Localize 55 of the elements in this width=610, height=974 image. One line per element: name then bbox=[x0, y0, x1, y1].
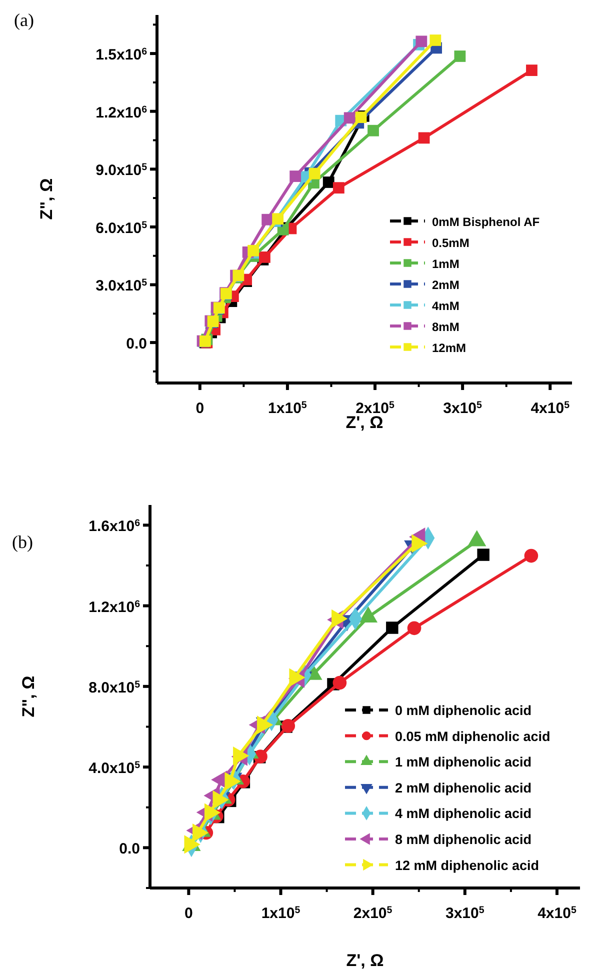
legend-label: 12mM bbox=[432, 341, 466, 355]
x-axis-title: Z', Ω bbox=[346, 951, 384, 970]
y-tick-label: 1.2x10$^{6}$ bbox=[96, 104, 148, 122]
legend-label: 2 mM diphenolic acid bbox=[395, 780, 532, 796]
x-tick-label: 1x10$^{5}$ bbox=[261, 904, 301, 922]
y-axis-title: Z", Ω bbox=[19, 676, 38, 718]
point bbox=[416, 36, 428, 48]
x-tick-label: 3x10$^{5}$ bbox=[443, 400, 483, 417]
legend-label: 0 mM diphenolic acid bbox=[395, 703, 532, 718]
point bbox=[258, 251, 270, 263]
point bbox=[290, 170, 302, 182]
y-tick-label: 0.0 bbox=[119, 840, 140, 858]
x-tick-label: 1x10$^{5}$ bbox=[268, 400, 308, 417]
y-tick-label: 9.0x10$^{5}$ bbox=[96, 162, 148, 180]
y-tick-label: 0.0 bbox=[126, 336, 147, 353]
x-tick-label: 0 bbox=[184, 905, 193, 922]
point bbox=[526, 64, 538, 76]
y-tick-label: 1.5x10$^{6}$ bbox=[96, 46, 148, 64]
x-tick-label: 4x10$^{5}$ bbox=[538, 904, 577, 922]
y-axis-title: Z", Ω bbox=[37, 178, 56, 220]
point bbox=[355, 112, 367, 124]
point bbox=[248, 244, 260, 256]
legend-label: 2mM bbox=[432, 278, 460, 292]
y-tick-label: 1.2x10$^{6}$ bbox=[88, 598, 141, 616]
y-tick-label: 8.0x10$^{5}$ bbox=[88, 678, 141, 696]
x-tick-label: 3x10$^{5}$ bbox=[445, 904, 485, 922]
legend-label: 0.05 mM diphenolic acid bbox=[395, 728, 550, 744]
point bbox=[344, 112, 356, 124]
legend-label: 1mM bbox=[432, 257, 460, 271]
legend-label: 8mM bbox=[432, 320, 460, 334]
legend-label: 1 mM diphenolic acid bbox=[395, 754, 532, 770]
x-tick-label: 4x10$^{5}$ bbox=[530, 400, 570, 417]
y-tick-label: 1.6x10$^{6}$ bbox=[88, 518, 141, 536]
x-tick-label: 2x10$^{5}$ bbox=[353, 904, 393, 922]
point bbox=[277, 224, 289, 236]
legend-label: 4mM bbox=[432, 299, 460, 313]
y-tick-label: 6.0x10$^{5}$ bbox=[96, 219, 148, 237]
point bbox=[262, 214, 274, 226]
legend-label: 0.5mM bbox=[432, 236, 470, 250]
text: (b) bbox=[12, 532, 33, 552]
point bbox=[322, 176, 334, 188]
y-tick-label: 3.0x10$^{5}$ bbox=[96, 277, 148, 295]
legend-label: 4 mM diphenolic acid bbox=[395, 806, 532, 822]
y-tick-label: 4.0x10$^{5}$ bbox=[88, 760, 141, 778]
point bbox=[332, 182, 344, 194]
x-tick-label: 0 bbox=[196, 400, 204, 417]
legend-label: 12 mM diphenolic acid bbox=[395, 858, 540, 873]
point bbox=[368, 124, 379, 136]
point bbox=[418, 132, 430, 144]
chart-title: (a) bbox=[14, 10, 34, 30]
point bbox=[430, 34, 442, 46]
legend-label: 8 mM diphenolic acid bbox=[395, 832, 532, 847]
point bbox=[454, 50, 466, 62]
legend-label: 0mM Bisphenol AF bbox=[432, 215, 540, 229]
point bbox=[308, 168, 320, 180]
